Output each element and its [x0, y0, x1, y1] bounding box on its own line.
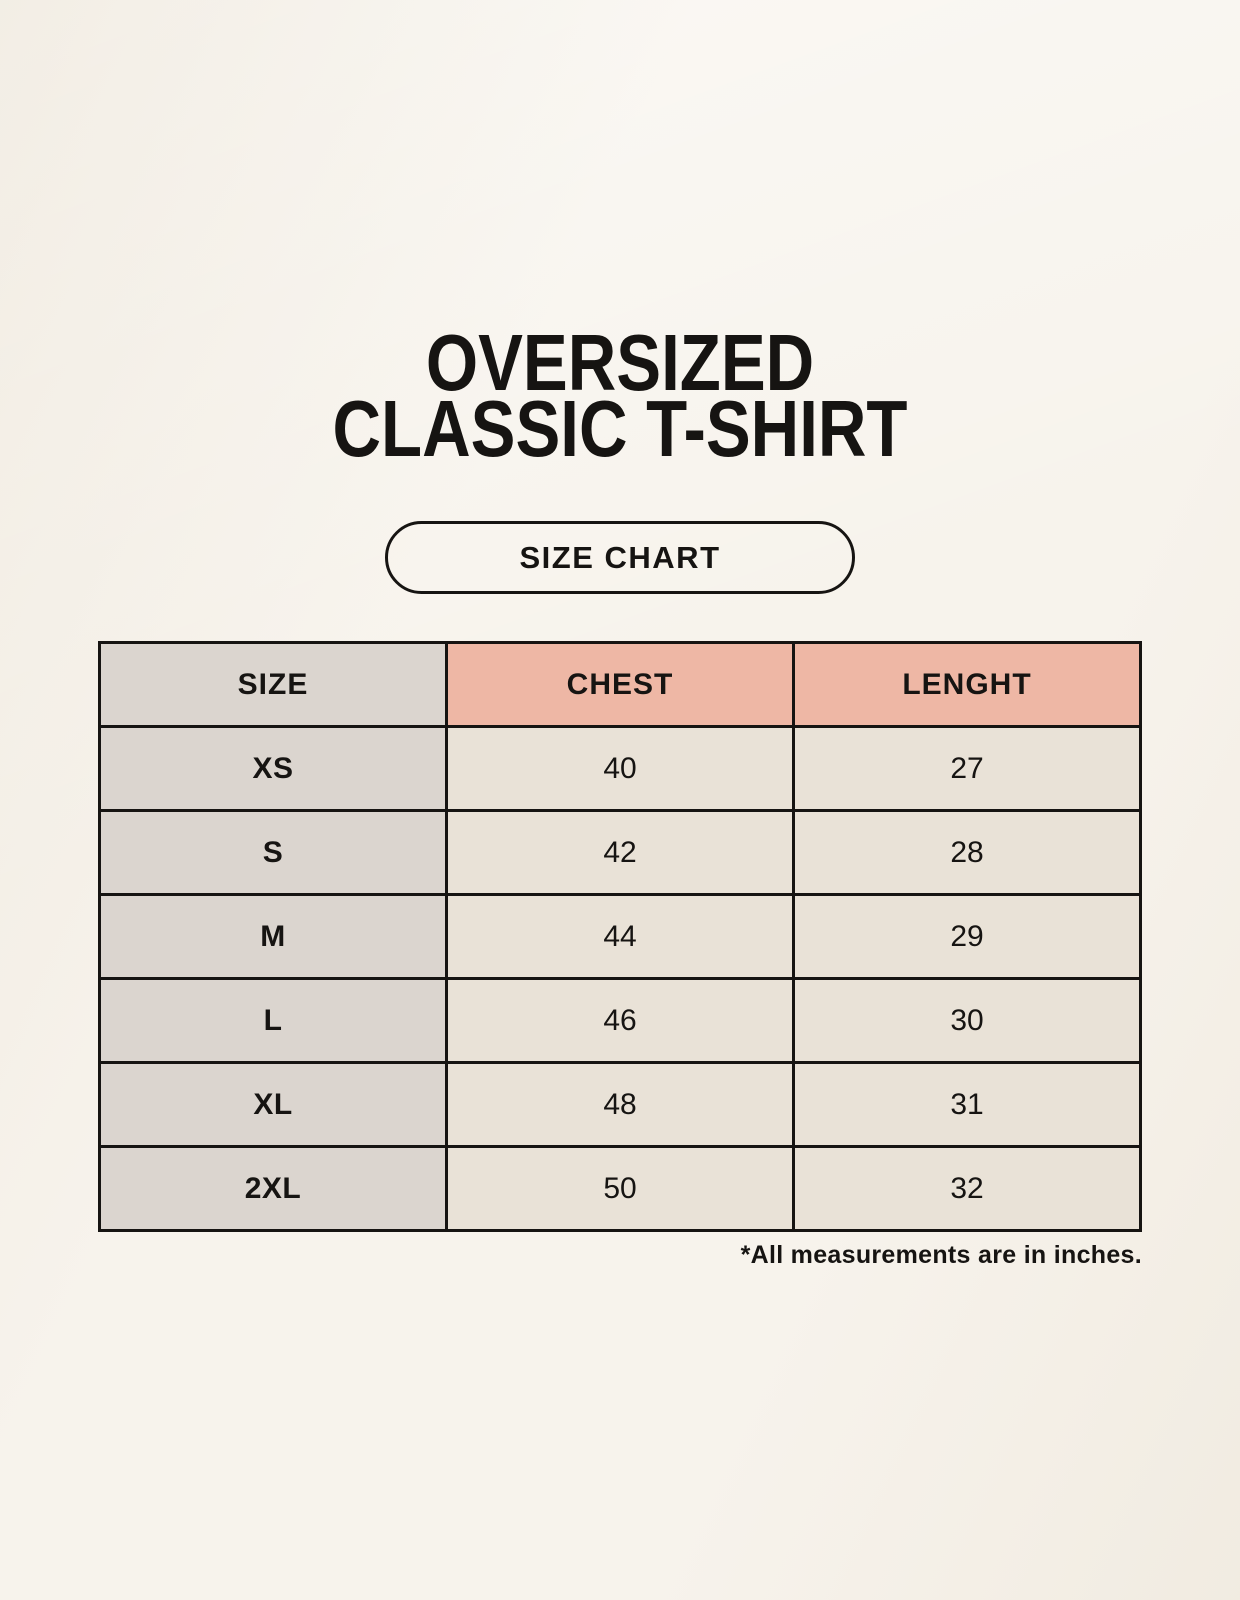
- size-label: XL: [98, 1061, 448, 1148]
- chest-value: 40: [445, 725, 795, 812]
- column-header-size: SIZE: [98, 641, 448, 728]
- table-row: S 42 28: [98, 809, 1142, 896]
- size-label: XS: [98, 725, 448, 812]
- length-value: 30: [792, 977, 1142, 1064]
- length-value: 32: [792, 1145, 1142, 1232]
- size-label: L: [98, 977, 448, 1064]
- column-header-length: LENGHT: [792, 641, 1142, 728]
- table-row: XL 48 31: [98, 1061, 1142, 1148]
- length-value: 29: [792, 893, 1142, 980]
- length-value: 27: [792, 725, 1142, 812]
- chest-value: 48: [445, 1061, 795, 1148]
- chest-value: 42: [445, 809, 795, 896]
- table-row: XS 40 27: [98, 725, 1142, 812]
- size-chart-badge[interactable]: SIZE CHART: [385, 521, 855, 594]
- page-title-line1: OVERSIZED: [425, 318, 815, 407]
- size-label: M: [98, 893, 448, 980]
- chest-value: 44: [445, 893, 795, 980]
- table-row: L 46 30: [98, 977, 1142, 1064]
- length-value: 31: [792, 1061, 1142, 1148]
- size-label: 2XL: [98, 1145, 448, 1232]
- size-label: S: [98, 809, 448, 896]
- page-title-line2: CLASSIC T-SHIRT: [332, 384, 908, 474]
- size-chart-badge-label: SIZE CHART: [519, 539, 721, 575]
- length-value: 28: [792, 809, 1142, 896]
- column-header-chest: CHEST: [445, 641, 795, 728]
- table-row: 2XL 50 32: [98, 1145, 1142, 1232]
- chest-value: 46: [445, 977, 795, 1064]
- table-row: M 44 29: [98, 893, 1142, 980]
- table-header-row: SIZE CHEST LENGHT: [98, 641, 1142, 728]
- measurements-footnote: *All measurements are in inches.: [740, 1241, 1142, 1269]
- chest-value: 50: [445, 1145, 795, 1232]
- size-chart-table: SIZE CHEST LENGHT XS 40 27 S 42 28 M 44 …: [98, 641, 1142, 1232]
- page-title: OVERSIZED CLASSIC T-SHIRT: [99, 318, 1141, 474]
